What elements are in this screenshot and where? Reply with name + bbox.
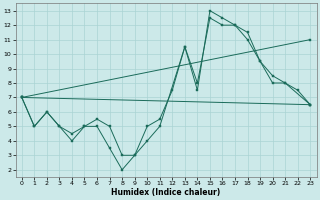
X-axis label: Humidex (Indice chaleur): Humidex (Indice chaleur) — [111, 188, 221, 197]
